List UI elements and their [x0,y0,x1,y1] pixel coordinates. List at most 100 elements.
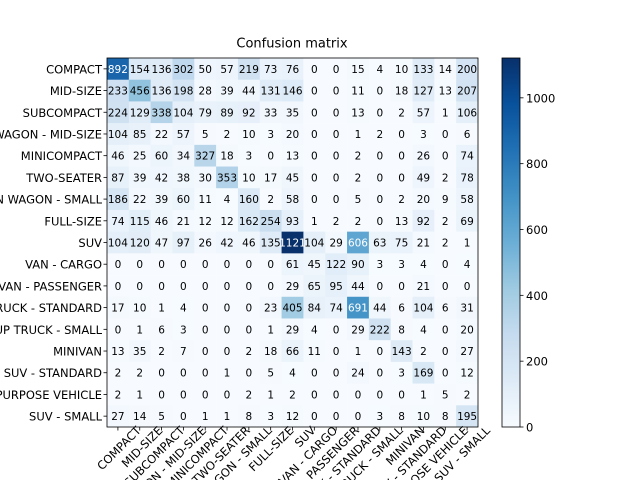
cell-label: 2 [355,172,362,184]
cell-label: 127 [413,86,433,98]
cell-label: 0 [311,151,318,163]
cell-label: 78 [460,172,473,184]
cell [194,383,217,406]
cell-label: 606 [348,238,368,250]
cell [128,231,151,254]
cell [281,383,304,406]
cell-label: 12 [460,368,473,380]
cell-label: 58 [460,194,473,206]
cell-label: 3 [398,259,405,271]
cell-label: 1 [464,238,471,250]
cell [281,58,304,81]
cell-label: 12 [220,216,233,228]
cell-label: 27 [111,411,124,423]
cell [237,231,261,254]
cell-label: 0 [311,64,318,76]
cell [259,383,282,406]
cell-label: 13 [439,86,452,98]
cell-label: 2 [289,389,296,401]
cell-label: 892 [108,64,128,76]
cell [194,58,217,81]
cell [325,101,348,124]
cell-label: 0 [267,259,274,271]
cell [150,166,173,189]
cell-label: 0 [311,172,318,184]
cell-label: 30 [199,172,212,184]
cell-label: 69 [460,216,473,228]
cell-label: 57 [417,107,430,119]
cell-label: 146 [282,86,302,98]
cell-label: 57 [177,129,190,141]
y-tick-label: MID-SIZE [50,84,102,98]
cell-label: 0 [202,259,209,271]
cell [390,144,413,167]
cell-label: 2 [246,346,253,358]
cell [456,361,479,384]
cell-label: 2 [442,216,449,228]
cell [434,405,457,428]
cell [150,101,173,124]
cell-label: 12 [286,411,299,423]
y-tick-label: PICKUP TRUCK - STANDARD [0,301,102,315]
colorbar-tick-label: 400 [526,289,548,303]
cell-label: 18 [264,346,277,358]
cell [237,79,261,102]
cell-label: 57 [220,64,233,76]
cell [216,79,239,102]
cell [259,144,282,167]
cell [434,123,457,146]
cell [259,340,282,363]
cell-label: 39 [220,86,233,98]
cell [216,275,239,298]
cell [390,188,413,211]
cell-label: 224 [108,107,128,119]
colorbar-tick-label: 1000 [526,91,555,105]
cell-label: 0 [224,389,231,401]
cell-label: 60 [177,194,190,206]
cell-label: 2 [267,194,274,206]
cell-label: 35 [286,107,299,119]
cell-label: 0 [115,259,122,271]
cell-label: 73 [264,64,277,76]
cell [303,405,326,428]
cell-label: 13 [351,107,364,119]
cell-label: 3 [420,129,427,141]
cell-label: 22 [155,129,168,141]
cell [347,231,370,254]
cell [281,188,304,211]
cell [172,166,195,189]
cell [390,253,413,276]
chart-title: Confusion matrix [236,37,347,52]
cell-label: 23 [264,303,277,315]
cell [303,188,326,211]
cell-label: 33 [264,107,277,119]
cell [128,340,151,363]
cell-label: 44 [242,86,256,98]
cell-label: 0 [224,324,231,336]
cell [281,209,304,232]
cell [456,123,479,146]
cell-label: 1 [420,389,427,401]
cell [412,79,435,102]
cell-label: 29 [351,324,364,336]
cell [194,361,217,384]
cell [434,296,457,319]
cell [107,188,130,211]
cell-label: 207 [457,86,477,98]
cell [237,101,261,124]
cell-label: 3 [180,324,187,336]
cell-label: 2 [464,389,471,401]
cell-label: 8 [398,324,405,336]
cell [434,383,457,406]
cell [237,188,261,211]
cell-label: 1 [355,129,362,141]
cell-label: 0 [202,389,209,401]
cell [216,405,239,428]
cell-label: 3 [267,411,274,423]
cell [368,58,392,81]
cell [172,340,195,363]
cell-label: 2 [398,107,405,119]
cell [390,383,413,406]
cell [259,166,282,189]
